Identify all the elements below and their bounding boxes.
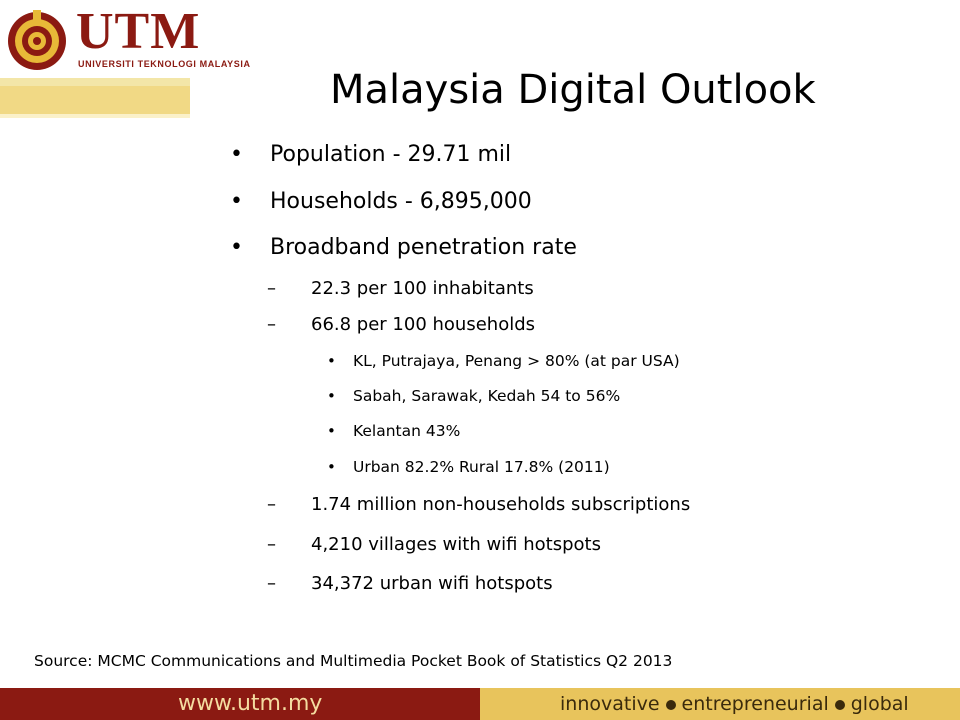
sub-bullet-item: – 22.3 per 100 inhabitants (267, 277, 534, 301)
dash-marker: – (267, 534, 276, 555)
bullet-text: Broadband penetration rate (270, 235, 577, 260)
source-note: Source: MCMC Communications and Multimed… (34, 652, 673, 670)
tagline-word: innovative (560, 693, 660, 715)
dot-icon (834, 699, 845, 710)
bullet-item: • Broadband penetration rate (230, 234, 577, 262)
sub-bullet-item: – 1.74 million non-households subscripti… (267, 493, 691, 517)
bullet-text: Households - 6,895,000 (270, 189, 532, 214)
dash-marker: – (267, 573, 276, 594)
footer-url-link[interactable]: www.utm.my (178, 691, 323, 716)
sub-bullet-text: 66.8 per 100 households (311, 314, 536, 335)
sub-sub-bullet-text: Kelantan 43% (353, 422, 461, 440)
slide-title: Malaysia Digital Outlook (330, 67, 816, 113)
sub-bullet-text: 1.74 million non-households subscription… (311, 494, 691, 515)
sub-bullet-text: 34,372 urban wifi hotspots (311, 573, 553, 594)
sub-bullet-item: – 66.8 per 100 households (267, 313, 536, 337)
sub-sub-bullet-item: • Kelantan 43% (327, 420, 461, 442)
bullet-marker: • (327, 387, 336, 405)
footer-url-bar: www.utm.my (0, 688, 480, 720)
sub-bullet-text: 22.3 per 100 inhabitants (311, 278, 534, 299)
sub-bullet-text: 4,210 villages with wifi hotspots (311, 534, 601, 555)
bullet-marker: • (230, 189, 243, 214)
bullet-text: Population - 29.71 mil (270, 142, 512, 167)
utm-crest-icon (8, 10, 66, 70)
bullet-item: • Population - 29.71 mil (230, 141, 512, 169)
sub-sub-bullet-item: • Urban 82.2% Rural 17.8% (2011) (327, 456, 610, 478)
logo-subtitle: UNIVERSITI TEKNOLOGI MALAYSIA (78, 59, 251, 69)
logo-area: UTM UNIVERSITI TEKNOLOGI MALAYSIA (0, 0, 250, 118)
bullet-item: • Households - 6,895,000 (230, 188, 532, 216)
bullet-marker: • (327, 352, 336, 370)
sub-sub-bullet-item: • KL, Putrajaya, Penang > 80% (at par US… (327, 350, 680, 372)
dash-marker: – (267, 314, 276, 335)
bullet-marker: • (230, 235, 243, 260)
bullet-marker: • (327, 458, 336, 476)
footer-tagline-bar: innovative entrepreneurial global (480, 688, 960, 720)
tagline-word: global (850, 693, 909, 715)
sub-bullet-item: – 34,372 urban wifi hotspots (267, 572, 553, 596)
dot-icon (665, 699, 676, 710)
dash-marker: – (267, 494, 276, 515)
logo-band (0, 86, 190, 114)
tagline-word: entrepreneurial (681, 693, 829, 715)
sub-sub-bullet-item: • Sabah, Sarawak, Kedah 54 to 56% (327, 385, 621, 407)
sub-bullet-item: – 4,210 villages with wifi hotspots (267, 533, 601, 557)
logo-band-bottom (0, 114, 190, 118)
sub-sub-bullet-text: KL, Putrajaya, Penang > 80% (at par USA) (353, 352, 680, 370)
bullet-marker: • (230, 142, 243, 167)
footer-tagline: innovative entrepreneurial global (560, 690, 909, 718)
sub-sub-bullet-text: Sabah, Sarawak, Kedah 54 to 56% (353, 387, 621, 405)
bullet-marker: • (327, 422, 336, 440)
logo-wordmark: UTM (76, 3, 201, 60)
logo-band-light (0, 78, 190, 86)
dash-marker: – (267, 278, 276, 299)
sub-sub-bullet-text: Urban 82.2% Rural 17.8% (2011) (353, 458, 610, 476)
